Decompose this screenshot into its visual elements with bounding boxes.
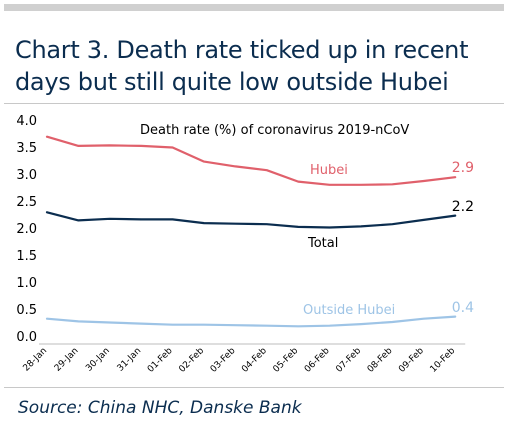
y-tick-label: 0.0 bbox=[16, 330, 37, 345]
x-tick-label: 09-Feb bbox=[397, 346, 426, 375]
chart-heading-line2: days but still quite low outside Hubei bbox=[15, 68, 449, 96]
series-name-label: Hubei bbox=[310, 163, 348, 178]
x-tick-label: 06-Feb bbox=[303, 346, 332, 375]
top-bar bbox=[4, 4, 504, 11]
series-name-label: Total bbox=[307, 236, 338, 251]
heading-divider bbox=[4, 103, 504, 104]
source-note: Source: China NHC, Danske Bank bbox=[18, 398, 302, 418]
x-tick-label: 01-Feb bbox=[146, 346, 175, 375]
y-tick-label: 3.0 bbox=[16, 168, 37, 183]
y-tick-label: 1.0 bbox=[16, 276, 37, 291]
series-name-label: Outside Hubei bbox=[303, 303, 395, 318]
y-axis: 0.0 0.5 1.0 1.5 2.0 2.5 3.0 3.5 4.0 bbox=[16, 114, 37, 345]
footer-divider bbox=[4, 387, 504, 388]
x-tick-label: 29-Jan bbox=[53, 346, 81, 374]
x-tick-label: 10-Feb bbox=[429, 346, 458, 375]
x-tick-label: 05-Feb bbox=[272, 346, 301, 375]
x-tick-label: 28-Jan bbox=[21, 346, 49, 374]
x-tick-label: 08-Feb bbox=[366, 346, 395, 375]
chart-title: Death rate (%) of coronavirus 2019-nCoV bbox=[140, 123, 409, 138]
x-tick-label: 30-Jan bbox=[84, 346, 112, 374]
chart-heading-line1: Chart 3. Death rate ticked up in recent bbox=[15, 36, 469, 64]
series-group bbox=[45, 135, 457, 328]
y-tick-label: 0.5 bbox=[16, 303, 37, 318]
y-tick-label: 3.5 bbox=[16, 141, 37, 156]
series-line bbox=[45, 135, 457, 186]
x-tick-label: 31-Jan bbox=[116, 346, 144, 374]
x-tick-label: 07-Feb bbox=[334, 346, 363, 375]
y-tick-label: 2.5 bbox=[16, 195, 37, 210]
series-end-value: 2.9 bbox=[452, 160, 474, 176]
chart-heading: Chart 3. Death rate ticked up in recent … bbox=[15, 34, 499, 98]
y-tick-label: 1.5 bbox=[16, 249, 37, 264]
x-tick-label: 03-Feb bbox=[209, 346, 238, 375]
x-tick-label: 04-Feb bbox=[240, 346, 269, 375]
series-line bbox=[45, 315, 457, 328]
series-line bbox=[45, 211, 457, 229]
y-tick-label: 4.0 bbox=[16, 114, 37, 129]
x-tick-label: 02-Feb bbox=[177, 346, 206, 375]
x-axis: 28-Jan 29-Jan 30-Jan 31-Jan 01-Feb 02-Feb 03-F… bbox=[21, 343, 466, 375]
series-end-value: 2.2 bbox=[452, 199, 474, 215]
series-labels: Hubei 2.9 Total 2.2 Outside Hubei 0.4 bbox=[303, 160, 474, 318]
series-end-value: 0.4 bbox=[452, 300, 474, 316]
y-tick-label: 2.0 bbox=[16, 222, 37, 237]
